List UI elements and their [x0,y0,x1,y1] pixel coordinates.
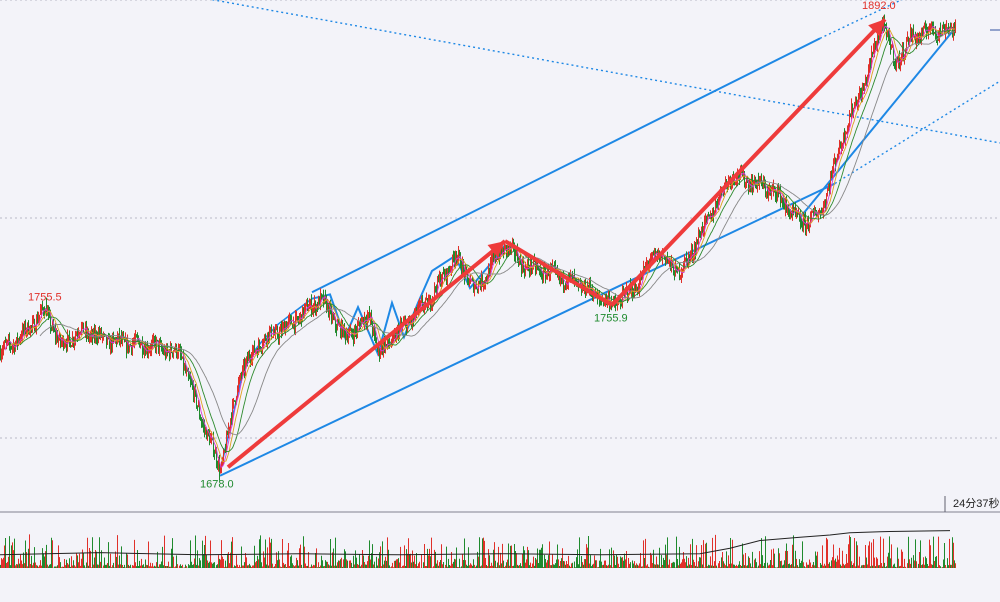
trend-arrows [226,17,887,469]
arrow-head [487,241,505,258]
candlestick-series [0,14,956,481]
moving-average-line [4,25,956,468]
volume-panel [0,530,956,568]
upper-channel-line [311,37,821,294]
arrow-head [868,19,885,37]
trend-arrow [503,239,614,307]
moving-average-line [9,27,956,463]
lower-channel-extension [834,80,1000,185]
trend-arrow [226,239,507,469]
moving-average-line [19,30,956,453]
price-label-low: 1755.9 [594,312,628,324]
price-label-low: 1678.0 [200,479,234,491]
trend-arrow [610,17,887,307]
grid [0,0,1000,513]
trend-channels [210,0,1000,477]
price-annotations: 1755.5 1678.0 1755.9 1892.0 [28,0,896,491]
moving-average-line [39,31,956,436]
countdown-timer: 24分37秒 [953,496,999,510]
price-label-high: 1892.0 [862,0,896,12]
price-label-high: 1755.5 [28,291,62,303]
support-line [799,31,953,219]
moving-average-lines [4,25,956,468]
lower-channel-line [219,182,836,477]
volume-average-line [0,530,951,556]
resistance-line [210,0,1000,144]
